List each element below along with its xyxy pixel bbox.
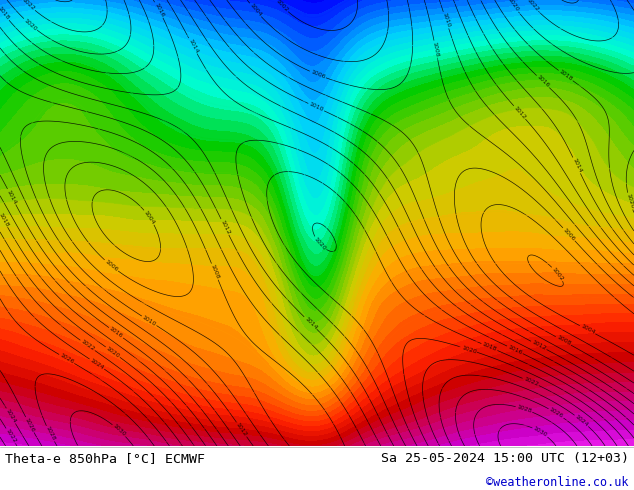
Text: 1026: 1026 <box>24 416 36 433</box>
Text: 1012: 1012 <box>512 105 527 120</box>
Text: 1006: 1006 <box>103 259 119 272</box>
Text: 1012: 1012 <box>235 421 248 437</box>
Text: 1024: 1024 <box>574 414 589 428</box>
Text: 10: 10 <box>609 0 618 5</box>
Text: 1004: 1004 <box>143 209 156 225</box>
Text: 1018: 1018 <box>0 212 10 227</box>
Text: 60: 60 <box>88 373 97 380</box>
Text: 1010: 1010 <box>141 315 157 327</box>
Text: 1014: 1014 <box>571 157 582 173</box>
Text: 1016: 1016 <box>507 344 523 355</box>
Text: 1028: 1028 <box>44 426 56 442</box>
Text: 50: 50 <box>99 287 108 294</box>
Text: 1008: 1008 <box>555 335 571 347</box>
Text: 1002: 1002 <box>551 266 564 281</box>
Text: 1020: 1020 <box>23 18 38 31</box>
Text: 1020: 1020 <box>105 345 120 359</box>
Text: 1008: 1008 <box>432 41 439 57</box>
Text: 1018: 1018 <box>481 342 498 352</box>
Text: 1016: 1016 <box>153 2 165 18</box>
Text: 75: 75 <box>1 429 9 435</box>
Text: 1030: 1030 <box>533 426 548 438</box>
Text: 1022: 1022 <box>522 376 539 387</box>
Text: 1024: 1024 <box>4 408 17 424</box>
Text: 1006: 1006 <box>562 227 576 242</box>
Text: 1010: 1010 <box>441 12 451 28</box>
Text: 1006: 1006 <box>309 70 326 80</box>
Text: 1020: 1020 <box>460 344 477 354</box>
Text: 1012: 1012 <box>219 219 231 235</box>
Text: 1020: 1020 <box>313 236 327 251</box>
Text: 1022: 1022 <box>525 0 540 12</box>
Text: 1026: 1026 <box>59 353 75 365</box>
Text: 1022: 1022 <box>4 428 17 444</box>
Text: 1030: 1030 <box>112 423 127 438</box>
Text: 1010: 1010 <box>308 101 324 113</box>
Text: 20: 20 <box>328 143 335 152</box>
Text: 1026: 1026 <box>548 407 564 419</box>
Text: ©weatheronline.co.uk: ©weatheronline.co.uk <box>486 476 629 489</box>
Text: 1004: 1004 <box>249 2 262 18</box>
Text: Theta-e 850hPa [°C] ECMWF: Theta-e 850hPa [°C] ECMWF <box>5 452 205 465</box>
Text: 35: 35 <box>343 244 350 253</box>
Text: 65: 65 <box>83 399 92 406</box>
Text: Sa 25-05-2024 15:00 UTC (12+03): Sa 25-05-2024 15:00 UTC (12+03) <box>381 452 629 465</box>
Text: 1012: 1012 <box>531 340 547 351</box>
Text: 10: 10 <box>460 0 468 5</box>
Text: 45: 45 <box>353 294 360 303</box>
Text: 15: 15 <box>453 18 462 24</box>
Text: 1016: 1016 <box>108 326 124 340</box>
Text: 25: 25 <box>339 154 346 163</box>
Text: 5: 5 <box>302 13 307 19</box>
Text: 1018: 1018 <box>0 6 10 21</box>
Text: 1020: 1020 <box>507 0 520 13</box>
Text: 1018: 1018 <box>558 69 573 82</box>
Text: 40: 40 <box>190 206 198 211</box>
Text: 55: 55 <box>583 295 590 300</box>
Text: 30: 30 <box>343 196 349 205</box>
Text: 1002: 1002 <box>275 0 289 13</box>
Text: 1014: 1014 <box>187 38 198 54</box>
Text: 1008: 1008 <box>210 264 220 280</box>
Text: 70: 70 <box>23 408 32 415</box>
Text: 1024: 1024 <box>89 358 105 370</box>
Text: 1022: 1022 <box>80 339 96 352</box>
Text: 1016: 1016 <box>536 74 550 89</box>
Text: 1014: 1014 <box>303 316 318 330</box>
Text: 70: 70 <box>426 417 435 425</box>
Text: 75: 75 <box>488 428 497 434</box>
Text: 1028: 1028 <box>516 404 533 414</box>
Text: 1004: 1004 <box>579 324 596 336</box>
Text: 1020: 1020 <box>625 193 634 209</box>
Text: 1014: 1014 <box>6 189 18 205</box>
Text: 1022: 1022 <box>21 0 36 12</box>
